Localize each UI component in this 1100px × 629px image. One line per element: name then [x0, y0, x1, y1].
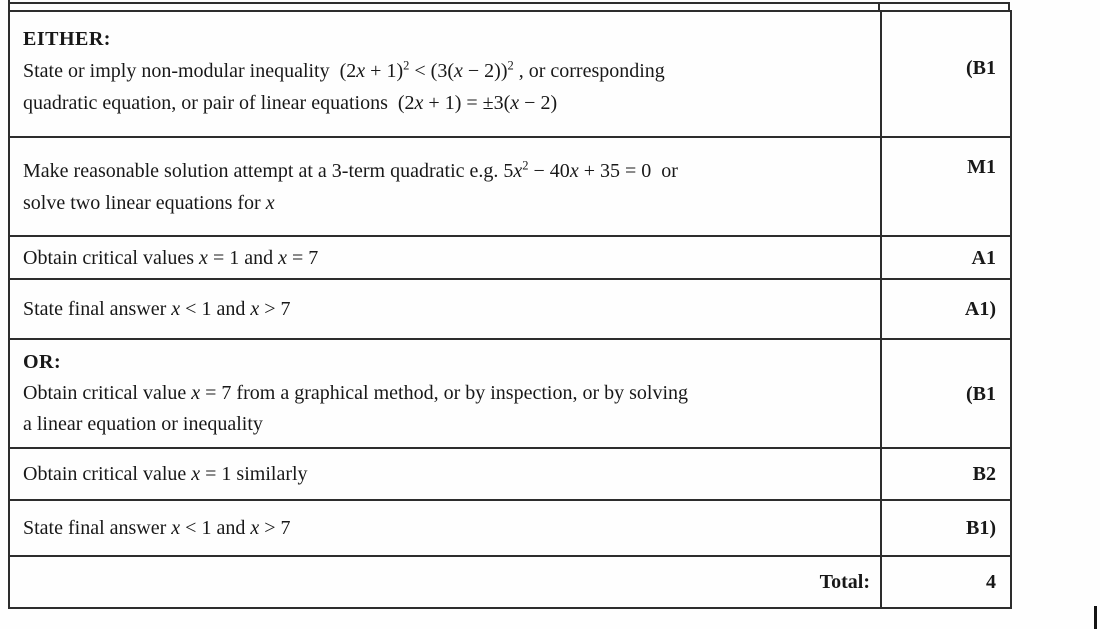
text-line: OR:: [23, 347, 870, 378]
cropped-row-right-line: [1008, 2, 1010, 11]
table-row-either: EITHER: State or imply non-modular inequ…: [8, 10, 1012, 138]
math-variable: x: [191, 463, 201, 485]
description-cell: State final answer x < 1 and x > 7: [8, 278, 882, 340]
description-cell: State final answer x < 1 and x > 7: [8, 499, 882, 557]
description-cell: Obtain critical value x = 1 similarly: [8, 447, 882, 501]
text-segment: quadratic equation, or pair of linear eq…: [23, 92, 415, 114]
text-line: solve two linear equations for x: [23, 187, 870, 219]
math-variable: x: [250, 517, 260, 539]
text-segment: − 2): [519, 92, 558, 114]
mark-label: B2: [972, 463, 996, 485]
text-segment: + 35 = 0 or: [578, 160, 678, 182]
description-cell: Make reasonable solution attempt at a 3-…: [8, 136, 882, 237]
math-variable: x: [513, 160, 523, 182]
mark-cell: B2: [880, 447, 1012, 501]
cropped-row-divider-line: [878, 2, 880, 11]
text-segment: solve two linear equations for: [23, 192, 266, 214]
superscript: 2: [507, 58, 514, 73]
text-segment: < (3(: [409, 60, 454, 82]
superscript: 2: [403, 58, 410, 73]
mark-cell: M1: [880, 136, 1012, 237]
mark-cell: (B1: [880, 338, 1012, 449]
text-segment: Make reasonable solution attempt at a 3-…: [23, 160, 514, 182]
table-row-final-answer: State final answer x < 1 and x > 7 A1): [8, 278, 1012, 340]
total-label: Total:: [819, 570, 870, 593]
text-segment: > 7: [259, 517, 291, 539]
cropped-row-top-line: [8, 2, 1010, 4]
math-variable: x: [250, 298, 260, 320]
text-segment: a linear equation or inequality: [23, 413, 263, 435]
text-segment: − 2)): [462, 60, 508, 82]
text-line: Obtain critical value x = 7 from a graph…: [23, 378, 870, 409]
text-segment: − 40: [528, 160, 570, 182]
text-line: quadratic equation, or pair of linear eq…: [23, 87, 870, 119]
math-variable: x: [356, 60, 366, 82]
table-row-total: Total: 4: [8, 555, 1012, 609]
math-variable: x: [171, 517, 181, 539]
math-variable: x: [199, 246, 208, 269]
math-variable: x: [414, 92, 424, 114]
text-line: State or imply non-modular inequality (2…: [23, 55, 870, 87]
table-row-or: OR: Obtain critical value x = 7 from a g…: [8, 338, 1012, 449]
total-label-cell: Total:: [8, 555, 882, 609]
text-line: Obtain critical values x = 1 and x = 7: [23, 242, 870, 274]
math-variable: x: [569, 160, 579, 182]
math-variable: x: [171, 298, 181, 320]
mark-cell: A1): [880, 278, 1012, 340]
description-cell: Obtain critical values x = 1 and x = 7: [8, 235, 882, 280]
description-cell: EITHER: State or imply non-modular inequ…: [8, 10, 882, 138]
mark-cell: (B1: [880, 10, 1012, 138]
mark-label: B1): [966, 517, 996, 539]
text-segment: Obtain critical value: [23, 382, 192, 404]
bold-heading: EITHER:: [23, 28, 111, 50]
mark-scheme-table: EITHER: State or imply non-modular inequ…: [8, 10, 1012, 609]
math-variable: x: [453, 60, 463, 82]
text-segment: State final answer: [23, 517, 172, 539]
text-segment: Obtain critical value: [23, 463, 192, 485]
text-segment: State or imply non-modular inequality (2: [23, 60, 357, 82]
table-row-attempt: Make reasonable solution attempt at a 3-…: [8, 136, 1012, 237]
math-variable: x: [191, 382, 201, 404]
text-line: a linear equation or inequality: [23, 409, 870, 440]
description-cell: OR: Obtain critical value x = 7 from a g…: [8, 338, 882, 449]
text-segment: = 1 and: [207, 246, 279, 269]
text-segment: , or corresponding: [513, 60, 665, 82]
text-line: EITHER:: [23, 23, 870, 55]
total-value: 4: [986, 571, 996, 593]
text-segment: = 7: [286, 246, 319, 269]
mark-label: A1: [971, 246, 996, 269]
text-segment: < 1 and: [180, 517, 251, 539]
mark-label: M1: [967, 156, 996, 178]
text-cursor: [1094, 606, 1097, 629]
table-row-critical-value-similarly: Obtain critical value x = 1 similarly B2: [8, 447, 1012, 501]
text-segment: = 7 from a graphical method, or by inspe…: [200, 382, 689, 404]
text-segment: < 1 and: [180, 298, 251, 320]
mark-cell: B1): [880, 499, 1012, 557]
bold-heading: OR:: [23, 351, 62, 373]
text-segment: > 7: [259, 298, 291, 320]
table-row-final-answer-or: State final answer x < 1 and x > 7 B1): [8, 499, 1012, 557]
math-variable: x: [265, 192, 275, 214]
mark-cell: A1: [880, 235, 1012, 280]
math-variable: x: [278, 246, 287, 269]
math-variable: x: [510, 92, 520, 114]
cropped-row-left-line: [8, 0, 10, 10]
text-segment: + 1): [365, 60, 404, 82]
mark-label: A1): [964, 298, 996, 320]
text-line: State final answer x < 1 and x > 7: [23, 293, 870, 325]
mark-label: (B1: [966, 57, 996, 79]
text-line: State final answer x < 1 and x > 7: [23, 512, 870, 544]
text-line: Make reasonable solution attempt at a 3-…: [23, 155, 870, 187]
text-segment: State final answer: [23, 298, 172, 320]
text-segment: = 1 similarly: [200, 463, 308, 485]
total-value-cell: 4: [880, 555, 1012, 609]
superscript: 2: [522, 158, 529, 173]
text-segment: Obtain critical values: [23, 246, 200, 269]
mark-label: (B1: [966, 383, 996, 405]
text-line: Obtain critical value x = 1 similarly: [23, 458, 870, 490]
table-row-critical-values: Obtain critical values x = 1 and x = 7 A…: [8, 235, 1012, 280]
text-segment: + 1) = ±3(: [423, 92, 511, 114]
